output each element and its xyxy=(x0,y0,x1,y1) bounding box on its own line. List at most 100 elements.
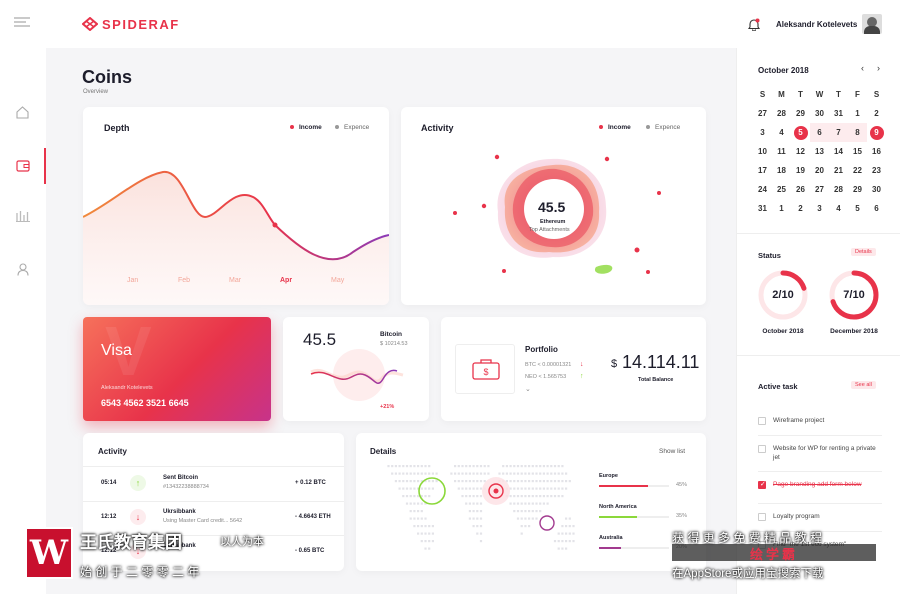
depth-month-label: Jan xyxy=(127,277,139,284)
user-name[interactable]: Aleksandr Kotelevets xyxy=(776,20,858,29)
task-label[interactable]: Page branding add form below xyxy=(773,481,862,488)
calendar-day[interactable]: 8 xyxy=(848,123,867,142)
calendar-day[interactable]: 3 xyxy=(753,123,772,142)
calendar-day-number: 18 xyxy=(777,165,786,175)
activity-legend-income[interactable]: Income xyxy=(599,124,631,131)
activity-legend-expence[interactable]: Expence xyxy=(646,124,680,131)
calendar-day[interactable]: 30 xyxy=(867,180,886,199)
avatar[interactable] xyxy=(862,14,882,34)
activity-row-name[interactable]: Sent Bitcoin xyxy=(163,475,199,481)
bar-chart-icon[interactable] xyxy=(16,210,30,222)
calendar-day-number: 5 xyxy=(793,125,808,140)
calendar-day[interactable]: 6 xyxy=(867,199,886,218)
calendar-day[interactable]: 22 xyxy=(848,161,867,180)
calendar-day[interactable]: 20 xyxy=(810,161,829,180)
calendar-weekday: F xyxy=(855,90,860,99)
region-name: Australia xyxy=(599,535,623,541)
calendar-day[interactable]: 10 xyxy=(753,142,772,161)
calendar-day[interactable]: 15 xyxy=(848,142,867,161)
calendar-day[interactable]: 5 xyxy=(791,123,810,142)
calendar-day[interactable]: 25 xyxy=(772,180,791,199)
calendar-day-number: 28 xyxy=(834,184,843,194)
calendar-day[interactable]: 28 xyxy=(772,104,791,123)
visa-card[interactable]: V Visa Aleksandr Kotelevets 6543 4562 35… xyxy=(83,317,271,421)
bell-icon[interactable] xyxy=(748,18,760,31)
calendar-day[interactable]: 2 xyxy=(791,199,810,218)
active-indicator xyxy=(44,148,46,184)
calendar-day[interactable]: 1 xyxy=(848,104,867,123)
status-details-link[interactable]: Details xyxy=(851,248,876,256)
depth-legend-income[interactable]: Income xyxy=(290,124,322,131)
watermark-right2: 绘学霸 xyxy=(749,547,798,562)
calendar-day[interactable]: 21 xyxy=(829,161,848,180)
calendar-day[interactable]: 3 xyxy=(810,199,829,218)
task-checkbox[interactable] xyxy=(758,445,766,453)
calendar-day[interactable]: 31 xyxy=(753,199,772,218)
calendar-day[interactable]: 29 xyxy=(848,180,867,199)
calendar-day[interactable]: 4 xyxy=(772,123,791,142)
task-checkbox[interactable] xyxy=(758,513,766,521)
details-show-list-link[interactable]: Show list xyxy=(659,448,686,455)
calendar-day[interactable]: 4 xyxy=(829,199,848,218)
calendar-weekday: S xyxy=(759,90,766,99)
home-icon[interactable] xyxy=(16,106,29,119)
portfolio-currency: $ xyxy=(611,358,618,370)
page-subtitle: Overview xyxy=(83,89,109,95)
calendar-day[interactable]: 2 xyxy=(867,104,886,123)
task-label[interactable]: Website for WP for renting a private jet xyxy=(773,445,876,461)
calendar-day[interactable]: 31 xyxy=(829,104,848,123)
calendar-day-number: 10 xyxy=(758,146,767,156)
calendar-day[interactable]: 29 xyxy=(791,104,810,123)
calendar-day[interactable]: 30 xyxy=(810,104,829,123)
brand-name[interactable]: SPIDERAF xyxy=(102,17,180,32)
arrow-down-icon: ↓ xyxy=(130,543,146,559)
task-checkbox[interactable] xyxy=(758,417,766,425)
depth-legend-expence[interactable]: Expence xyxy=(335,124,369,131)
calendar-day[interactable]: 28 xyxy=(829,180,848,199)
calendar-day[interactable]: 6 xyxy=(810,123,829,142)
status-label: December 2018 xyxy=(830,328,878,335)
task-label[interactable]: Loyalty program xyxy=(773,513,820,520)
status-ring xyxy=(829,270,879,320)
calendar-day[interactable]: 11 xyxy=(772,142,791,161)
menu-icon[interactable] xyxy=(14,17,30,27)
calendar-day[interactable]: 23 xyxy=(867,161,886,180)
calendar-day-number: 29 xyxy=(853,184,862,194)
wallet-icon[interactable] xyxy=(16,160,30,172)
calendar-day[interactable]: 17 xyxy=(753,161,772,180)
calendar-day[interactable]: 18 xyxy=(772,161,791,180)
calendar-day[interactable]: 24 xyxy=(753,180,772,199)
calendar-day[interactable]: 19 xyxy=(791,161,810,180)
activity-row-name[interactable]: Ukrsibbank xyxy=(163,509,196,515)
calendar-prev-icon[interactable]: ‹ xyxy=(861,63,864,73)
calendar-day[interactable]: 5 xyxy=(848,199,867,218)
calendar-day[interactable]: 1 xyxy=(772,199,791,218)
calendar-day-number: 30 xyxy=(815,108,824,118)
calendar-next-icon[interactable]: › xyxy=(877,63,880,73)
calendar-day[interactable]: 16 xyxy=(867,142,886,161)
chevron-down-icon[interactable]: ⌄ xyxy=(525,386,531,393)
activity-row-name[interactable]: Ukrsibbank xyxy=(163,543,196,549)
calendar-day[interactable]: 7 xyxy=(829,123,848,142)
status-ring xyxy=(758,270,808,320)
calendar-day-number: 20 xyxy=(815,165,824,175)
user-icon[interactable] xyxy=(17,263,29,276)
calendar-day[interactable]: 14 xyxy=(829,142,848,161)
region-bar-fill xyxy=(599,485,648,487)
tasks-see-all-link[interactable]: See all xyxy=(851,381,876,389)
calendar-day[interactable]: 27 xyxy=(810,180,829,199)
calendar-day[interactable]: 9 xyxy=(867,123,886,142)
activity-row-time: 05:14 xyxy=(101,480,117,486)
calendar-day[interactable]: 26 xyxy=(791,180,810,199)
watermark-right1: 获 得 更 多 免 费 精 品 教 程 xyxy=(672,531,823,545)
brand-logo-icon xyxy=(82,17,98,31)
calendar-day[interactable]: 27 xyxy=(753,104,772,123)
depth-area xyxy=(83,171,389,305)
task-label[interactable]: Wireframe project xyxy=(773,417,825,424)
calendar-day[interactable]: 13 xyxy=(810,142,829,161)
calendar-day[interactable]: 12 xyxy=(791,142,810,161)
task-checkbox[interactable]: ✓ xyxy=(758,481,766,489)
arrow-up-icon: ↑ xyxy=(580,373,584,380)
depth-line xyxy=(83,170,389,261)
calendar-day-number: 13 xyxy=(815,146,824,156)
